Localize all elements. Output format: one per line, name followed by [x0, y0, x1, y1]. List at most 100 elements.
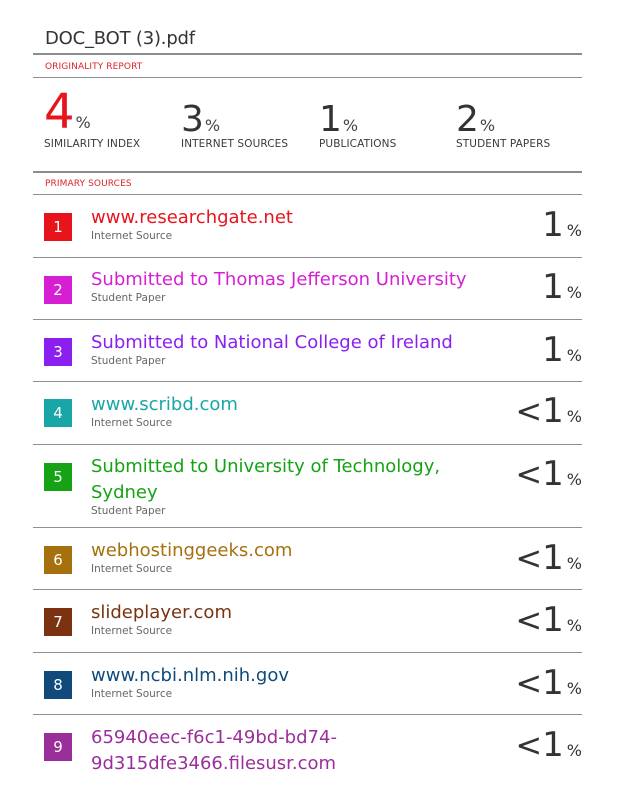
similarity-index-value: 4 [44, 84, 75, 140]
divider [33, 714, 582, 715]
source-percent: 1% [542, 330, 582, 370]
percent-value: 1 [542, 330, 564, 370]
source-percent: <1% [515, 454, 582, 494]
percent-sign: % [566, 616, 582, 635]
divider [33, 194, 582, 195]
source-percent: 1% [542, 267, 582, 307]
divider [33, 527, 582, 528]
source-type: Internet Source [91, 688, 173, 700]
source-name[interactable]: Submitted to Thomas Jefferson University [91, 269, 467, 290]
similarity-index-stat: 4% SIMILARITY INDEX [44, 88, 140, 150]
source-row-1[interactable]: 1 www.researchgate.net Internet Source 1… [33, 195, 582, 257]
source-type: Internet Source [91, 563, 173, 575]
stats-divider [33, 171, 582, 173]
source-row-8[interactable]: 8 www.ncbi.nlm.nih.gov Internet Source <… [33, 653, 582, 715]
source-percent: <1% [515, 725, 582, 765]
percent-value: 1 [542, 663, 564, 703]
divider [33, 319, 582, 320]
less-than-sign: < [515, 392, 543, 430]
rank-badge: 2 [44, 276, 72, 304]
originality-report-label: ORIGINALITY REPORT [45, 62, 143, 72]
less-than-sign: < [515, 726, 543, 764]
percent-sign: % [566, 221, 582, 240]
source-type: Student Paper [91, 292, 166, 304]
source-name[interactable]: slideplayer.com [91, 602, 232, 623]
rank-badge: 3 [44, 338, 72, 366]
divider [33, 589, 582, 590]
source-row-3[interactable]: 3 Submitted to National College of Irela… [33, 320, 582, 382]
internet-sources-label: INTERNET SOURCES [181, 138, 289, 150]
divider [33, 77, 582, 78]
source-row-5[interactable]: 5 Submitted to University of Technology,… [33, 445, 582, 527]
divider [33, 381, 582, 382]
source-name[interactable]: Submitted to University of Technology, S… [91, 456, 441, 503]
document-title: DOC_BOT (3).pdf [45, 28, 195, 49]
source-type: Student Paper [91, 355, 166, 367]
less-than-sign: < [515, 601, 543, 639]
internet-sources-stat: 3% INTERNET SOURCES [181, 99, 288, 151]
publications-label: PUBLICATIONS [319, 138, 397, 150]
percent-sign: % [566, 283, 582, 302]
source-row-2[interactable]: 2 Submitted to Thomas Jefferson Universi… [33, 258, 582, 320]
percent-sign: % [566, 741, 582, 760]
publications-stat: 1% PUBLICATIONS [319, 99, 396, 151]
source-name[interactable]: webhostinggeeks.com [91, 540, 293, 561]
source-percent: <1% [515, 391, 582, 431]
rank-badge: 1 [44, 213, 72, 241]
percent-value: 1 [542, 538, 564, 578]
publications-value: 1 [319, 99, 342, 140]
source-percent: <1% [515, 600, 582, 640]
rank-badge: 5 [44, 463, 72, 491]
source-row-7[interactable]: 7 slideplayer.com Internet Source <1% [33, 590, 582, 652]
percent-value: 1 [542, 391, 564, 431]
less-than-sign: < [515, 455, 543, 493]
percent-sign: % [566, 346, 582, 365]
percent-value: 1 [542, 454, 564, 494]
percent-value: 1 [542, 205, 564, 245]
source-percent: <1% [515, 538, 582, 578]
source-percent: 1% [542, 205, 582, 245]
percent-sign: % [566, 470, 582, 489]
percent-sign: % [566, 554, 582, 573]
less-than-sign: < [515, 539, 543, 577]
similarity-index-label: SIMILARITY INDEX [44, 138, 141, 150]
percent-value: 1 [542, 600, 564, 640]
percent-sign: % [566, 679, 582, 698]
percent-sign: % [566, 407, 582, 426]
rank-badge: 8 [44, 671, 72, 699]
primary-sources-label: PRIMARY SOURCES [45, 179, 132, 189]
student-papers-stat: 2% STUDENT PAPERS [456, 99, 550, 151]
internet-sources-value: 3 [181, 99, 204, 140]
rank-badge: 4 [44, 399, 72, 427]
title-divider [33, 53, 582, 55]
source-name[interactable]: www.researchgate.net [91, 207, 293, 228]
rank-badge: 9 [44, 733, 72, 761]
source-type: Student Paper [91, 505, 166, 517]
student-papers-value: 2 [456, 99, 479, 140]
source-name[interactable]: Submitted to National College of Ireland [91, 332, 453, 353]
percent-sign: % [342, 116, 359, 135]
percent-sign: % [75, 113, 91, 132]
percent-sign: % [479, 116, 496, 135]
percent-value: 1 [542, 725, 564, 765]
student-papers-label: STUDENT PAPERS [456, 138, 551, 150]
source-type: Internet Source [91, 625, 173, 637]
source-type: Internet Source [91, 417, 173, 429]
source-row-4[interactable]: 4 www.scribd.com Internet Source <1% [33, 382, 582, 444]
source-row-9[interactable]: 9 65940eec-f6c1-49bd-bd74-9d315dfe3466.f… [33, 715, 582, 801]
source-name[interactable]: www.scribd.com [91, 394, 238, 415]
source-type: Internet Source [91, 230, 173, 242]
source-row-6[interactable]: 6 webhostinggeeks.com Internet Source <1… [33, 528, 582, 590]
percent-value: 1 [542, 267, 564, 307]
divider [33, 652, 582, 653]
source-name[interactable]: 65940eec-f6c1-49bd-bd74-9d315dfe3466.fil… [91, 727, 337, 774]
source-name[interactable]: www.ncbi.nlm.nih.gov [91, 665, 289, 686]
source-percent: <1% [515, 663, 582, 703]
rank-badge: 7 [44, 608, 72, 636]
divider [33, 257, 582, 258]
less-than-sign: < [515, 664, 543, 702]
divider [33, 444, 582, 445]
percent-sign: % [204, 116, 221, 135]
rank-badge: 6 [44, 546, 72, 574]
